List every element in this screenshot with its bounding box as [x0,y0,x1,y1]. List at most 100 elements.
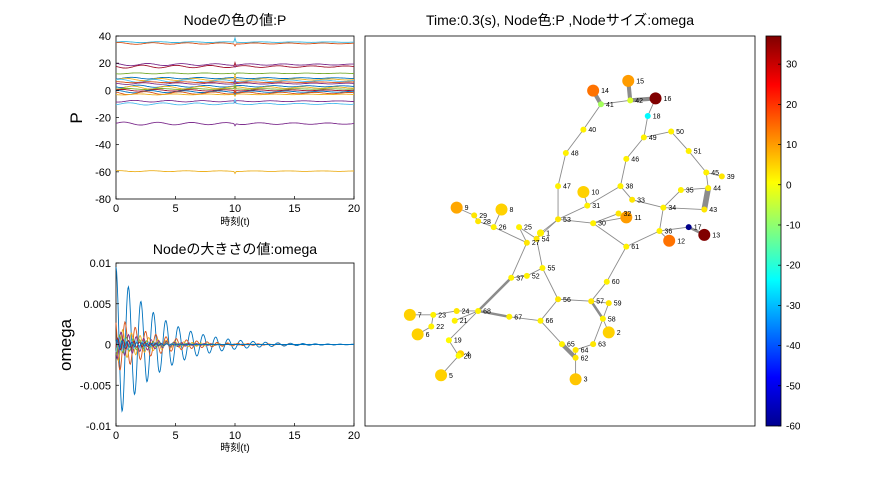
network-edge [582,103,602,131]
network-node [590,220,597,227]
p-plot-ytick-label: -80 [95,194,111,206]
network-node-label: 55 [547,266,555,273]
network-node [471,212,478,219]
colorbar-gradient [765,35,782,427]
p-plot-xtick-label: 5 [172,203,178,215]
network-node-label: 67 [514,314,522,321]
network-plot: Time:0.3(s), Node色:P ,Nodeサイズ:omega 1234… [364,12,756,427]
network-node [555,183,562,190]
network-node-label: 52 [532,273,540,280]
network-node-label: 13 [712,232,720,239]
network-edge [557,152,567,187]
p-plot-ytick-label: -40 [95,140,111,152]
network-edge [557,205,588,220]
omega-plot-ytick-label: 0.005 [83,299,111,311]
colorbar-tick-label: -20 [786,261,801,272]
network-node [623,243,630,250]
p-series-line [115,62,354,69]
network-node [403,308,416,321]
network-edge [590,281,608,302]
network-node [555,216,562,223]
omega-plot: Nodeの大きさの値:omega 0 5 10 15 20 0.01 0.005 0 -0.00… [56,241,360,454]
network-edge [518,226,538,240]
network-node-label: 42 [635,98,643,105]
network-edge [540,218,559,234]
network-node [523,272,530,279]
network-node [523,239,530,246]
p-series-line [115,42,354,47]
network-node [430,311,437,318]
p-plot: Nodeの色の値:P 0 5 10 15 20 40 20 0 -20 -40 -60 -80 時刻(… [67,12,360,228]
network-edge [476,276,513,313]
network-node [644,112,651,119]
network-node-label: 15 [636,78,644,85]
network-node-label: 9 [465,205,469,212]
network-edge [631,199,664,209]
network-node [455,352,462,359]
network-node [701,206,708,213]
network-node [445,337,452,344]
network-edge [643,131,672,138]
network-node-label: 62 [581,355,589,362]
network-node-label: 46 [631,156,639,163]
network-edge [557,298,592,302]
network-node-label: 43 [709,207,717,214]
network-node-label: 28 [483,219,491,226]
p-plot-ytick-label: -60 [95,167,111,179]
network-edge [670,131,690,152]
network-node-label: 66 [546,318,554,325]
network-node-label: 23 [438,312,446,319]
network-node [685,148,692,155]
p-series-line [115,121,355,127]
network-node-label: 37 [516,275,524,282]
network-edge [476,309,511,319]
network-node [451,317,458,324]
network-node [572,354,579,361]
p-series-line [115,89,355,94]
network-node-label: 35 [686,188,694,195]
network-node [620,211,633,224]
network-node [703,169,710,176]
network-node-label: 58 [608,316,616,323]
network-node [577,186,590,198]
p-series-line [115,97,355,106]
network-node [718,173,725,180]
network-node-label: 41 [606,102,614,109]
network-node [685,224,692,231]
network-edge [625,136,645,160]
network-edge [448,310,479,341]
p-plot-ytick-label: -20 [95,113,111,125]
network-node-label: 57 [596,299,604,306]
network-node [536,229,545,237]
network-node-label: 65 [567,342,575,349]
network-node [580,126,587,133]
omega-plot-xtick-label: 10 [229,430,241,442]
network-edge [606,246,627,283]
network-node [539,265,546,272]
omega-series-line [115,339,354,350]
network-node-label: 63 [598,342,606,349]
network-node [453,307,460,314]
network-node-label: 20 [464,353,472,360]
colorbar-tick-label: -50 [786,381,801,392]
network-axes [364,35,756,427]
p-series-line [115,73,355,82]
network-edge [589,299,605,320]
network-edge [575,343,594,351]
network-edge [662,207,705,211]
p-plot-ytick-label: 20 [99,58,111,70]
network-node-label: 60 [612,279,620,286]
network-node-label: 53 [563,217,571,224]
omega-plot-xtick-label: 0 [113,430,119,442]
network-node-label: 45 [711,170,719,177]
network-node-label: 4 [466,351,470,358]
network-node-label: 44 [713,186,721,193]
colorbar-tick-label: -40 [786,341,801,352]
network-node [668,128,675,135]
network-node [615,210,622,217]
network-node-label: 47 [563,184,571,191]
network-node-label: 21 [460,318,468,325]
network-node-label: 38 [625,184,633,191]
network-node-label: 3 [584,377,588,384]
omega-plot-xtick-label: 20 [348,430,360,442]
